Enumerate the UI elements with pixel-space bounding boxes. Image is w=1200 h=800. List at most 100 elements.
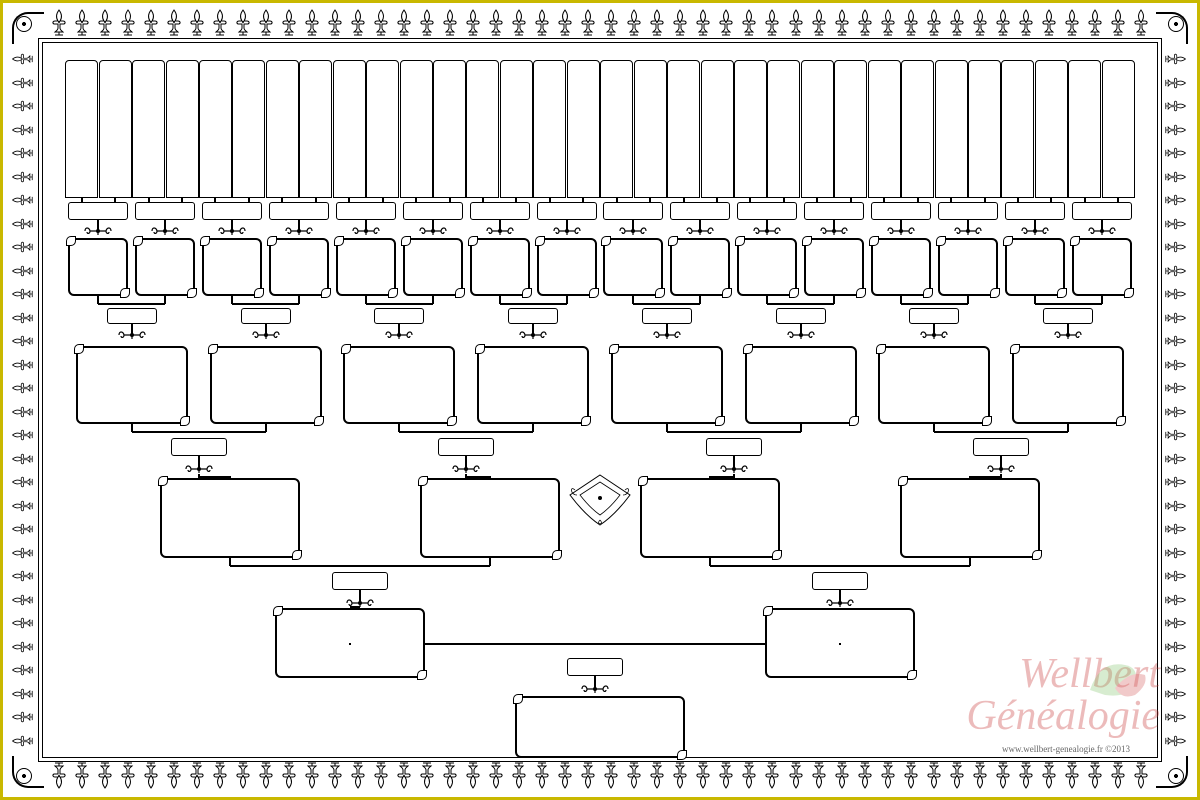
gen6-box	[667, 60, 700, 198]
connector	[901, 303, 968, 305]
gen6-box	[166, 60, 199, 198]
gen6-box	[567, 60, 600, 198]
gen6-box	[634, 60, 667, 198]
gen4-box	[477, 346, 589, 424]
gen5-box	[336, 238, 396, 296]
connector	[199, 476, 230, 478]
scroll-ornament	[384, 328, 414, 342]
scroll-ornament	[284, 224, 314, 238]
gen5-box	[670, 238, 730, 296]
gen6-box	[232, 60, 265, 198]
gen6-box	[868, 60, 901, 198]
gen6-plate	[1072, 202, 1132, 220]
gen4-box	[745, 346, 857, 424]
connector	[229, 476, 231, 480]
connector	[349, 643, 351, 645]
gen6-box	[968, 60, 1001, 198]
gen5-plate	[107, 308, 157, 324]
gen6-box	[533, 60, 566, 198]
gen5-plate	[909, 308, 959, 324]
gen6-plate	[336, 202, 396, 220]
gen5-box	[269, 238, 329, 296]
gen6-box	[199, 60, 232, 198]
gen4-box	[343, 346, 455, 424]
scroll-ornament	[217, 224, 247, 238]
gen6-plate	[670, 202, 730, 220]
scroll-ornament	[685, 224, 715, 238]
gen6-box	[600, 60, 633, 198]
connector	[970, 476, 1001, 478]
gen5-box	[871, 238, 931, 296]
scroll-ornament	[83, 224, 113, 238]
connector	[500, 303, 567, 305]
gen6-plate	[804, 202, 864, 220]
connector	[425, 643, 765, 645]
connector	[667, 431, 801, 433]
gen5-box	[938, 238, 998, 296]
gen6-plate	[269, 202, 329, 220]
scroll-ornament	[752, 224, 782, 238]
scroll-ornament	[886, 224, 916, 238]
gen4-box	[210, 346, 322, 424]
gen6-box	[834, 60, 867, 198]
scroll-ornament	[786, 328, 816, 342]
gen6-box	[132, 60, 165, 198]
gen6-box	[99, 60, 132, 198]
scroll-ornament	[580, 682, 610, 696]
gen4-plate	[973, 438, 1029, 456]
scroll-ornament	[953, 224, 983, 238]
center-flourish	[555, 470, 645, 530]
scroll-ornament	[518, 328, 548, 342]
connector	[230, 565, 490, 567]
scroll-ornament	[652, 328, 682, 342]
gen6-plate	[135, 202, 195, 220]
gen6-plate	[737, 202, 797, 220]
gen5-plate	[508, 308, 558, 324]
gen6-plate	[938, 202, 998, 220]
gen6-plate	[68, 202, 128, 220]
gen6-box	[1001, 60, 1034, 198]
connector	[366, 303, 433, 305]
connector	[466, 476, 490, 478]
connector	[1035, 303, 1102, 305]
gen6-box	[500, 60, 533, 198]
scroll-ornament	[1087, 224, 1117, 238]
gen6-box	[433, 60, 466, 198]
gen6-plate	[202, 202, 262, 220]
gen6-box	[366, 60, 399, 198]
gen4-box	[1012, 346, 1124, 424]
gen6-box	[333, 60, 366, 198]
ancestor-chart	[65, 60, 1135, 740]
scroll-ornament	[150, 224, 180, 238]
gen6-plate	[871, 202, 931, 220]
gen5-box	[470, 238, 530, 296]
gen5-box	[202, 238, 262, 296]
gen5-box	[1005, 238, 1065, 296]
gen5-plate	[241, 308, 291, 324]
gen5-box	[603, 238, 663, 296]
gen4-plate	[706, 438, 762, 456]
gen6-box	[1035, 60, 1068, 198]
scroll-ornament	[552, 224, 582, 238]
gen4-plate	[438, 438, 494, 456]
gen3-plate	[332, 572, 388, 590]
connector	[934, 431, 1068, 433]
scroll-ornament	[418, 224, 448, 238]
gen6-box	[901, 60, 934, 198]
gen3-plate	[812, 572, 868, 590]
connector	[839, 643, 841, 645]
gen5-plate	[1043, 308, 1093, 324]
connector	[767, 303, 834, 305]
gen3-box	[640, 478, 780, 558]
gen3-box	[160, 478, 300, 558]
gen6-box	[935, 60, 968, 198]
connector	[399, 431, 533, 433]
scroll-ornament	[351, 224, 381, 238]
gen6-plate	[1005, 202, 1065, 220]
gen6-box	[65, 60, 98, 198]
gen4-box	[611, 346, 723, 424]
gen6-box	[299, 60, 332, 198]
connector	[710, 565, 970, 567]
gen6-box	[400, 60, 433, 198]
gen3-box	[900, 478, 1040, 558]
